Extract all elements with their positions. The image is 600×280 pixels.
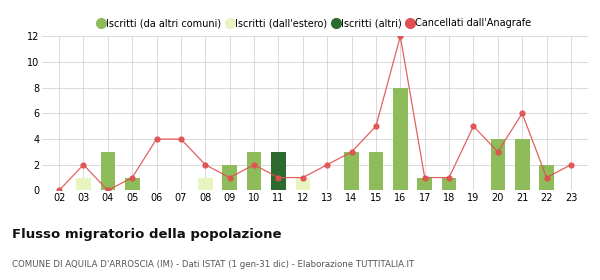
Bar bbox=[76, 178, 91, 190]
Text: Flusso migratorio della popolazione: Flusso migratorio della popolazione bbox=[12, 228, 281, 241]
Bar bbox=[247, 152, 262, 190]
Bar bbox=[271, 152, 286, 190]
Bar bbox=[515, 139, 530, 190]
Bar bbox=[223, 165, 237, 190]
Text: COMUNE DI AQUILA D'ARROSCIA (IM) - Dati ISTAT (1 gen-31 dic) - Elaborazione TUTT: COMUNE DI AQUILA D'ARROSCIA (IM) - Dati … bbox=[12, 260, 414, 269]
Bar bbox=[101, 152, 115, 190]
Bar bbox=[125, 178, 139, 190]
Bar bbox=[393, 88, 407, 190]
Legend: Iscritti (da altri comuni), Iscritti (dall'estero), Iscritti (altri), Cancellati: Iscritti (da altri comuni), Iscritti (da… bbox=[98, 18, 532, 29]
Bar bbox=[296, 178, 310, 190]
Bar bbox=[442, 178, 457, 190]
Bar bbox=[198, 178, 212, 190]
Bar bbox=[491, 139, 505, 190]
Bar bbox=[368, 152, 383, 190]
Bar bbox=[539, 165, 554, 190]
Bar bbox=[344, 152, 359, 190]
Bar bbox=[418, 178, 432, 190]
